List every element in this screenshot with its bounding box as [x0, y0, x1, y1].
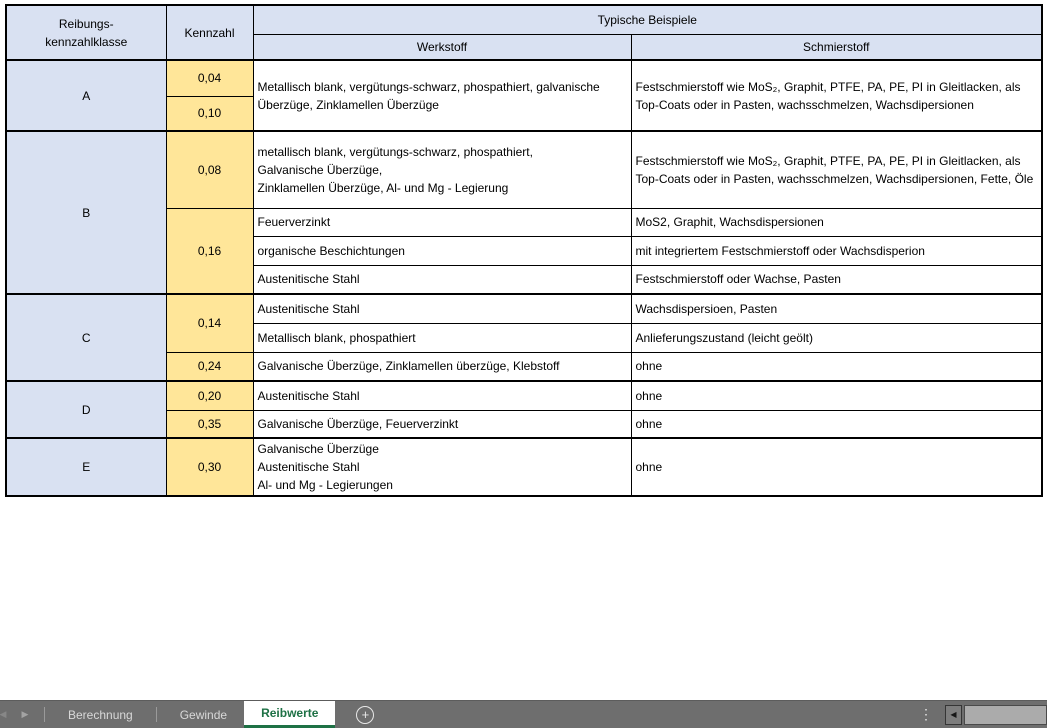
- class-d-schmierstoff-1-cell[interactable]: ohne: [630, 380, 1043, 411]
- class-b-werkstoff-1-cell[interactable]: metallisch blank, vergütungs-schwarz, ph…: [252, 130, 632, 209]
- class-d-werkstoff-2-cell[interactable]: Galvanische Überzüge, Feuerverzinkt: [252, 409, 632, 439]
- add-sheet-button[interactable]: +: [335, 701, 395, 728]
- class-b-cell[interactable]: B: [5, 130, 167, 295]
- header-kennzahl-cell[interactable]: Kennzahl: [165, 4, 254, 61]
- class-c-schmierstoff-3-cell[interactable]: ohne: [630, 351, 1043, 382]
- class-a-werkstoff-cell[interactable]: Metallisch blank, vergütungs-schwarz, ph…: [252, 59, 632, 132]
- class-a-schmierstoff-cell[interactable]: Festschmierstoff wie MoS₂, Graphit, PTFE…: [630, 59, 1043, 132]
- class-d-cell[interactable]: D: [5, 380, 167, 439]
- horizontal-scrollbar[interactable]: ◀: [945, 701, 1047, 728]
- class-c-werkstoff-1-cell[interactable]: Austenitische Stahl: [252, 293, 632, 324]
- scroll-left-button[interactable]: ◀: [945, 704, 962, 725]
- header-examples-cell[interactable]: Typische Beispiele: [252, 4, 1043, 35]
- friction-coefficient-table: Reibungs- kennzahlklasse Kennzahl Typisc…: [5, 4, 1044, 497]
- class-c-schmierstoff-2-cell[interactable]: Anlieferungszustand (leicht geölt): [630, 322, 1043, 353]
- class-d-kennzahl-1-cell[interactable]: 0,20: [165, 380, 254, 411]
- sheet-tab-gewinde[interactable]: Gewinde: [179, 707, 228, 722]
- plus-icon: +: [356, 705, 375, 724]
- class-b-werkstoff-3-cell[interactable]: organische Beschichtungen: [252, 235, 632, 266]
- class-a-kennzahl-2-cell[interactable]: 0,10: [165, 95, 254, 132]
- class-b-werkstoff-4-cell[interactable]: Austenitische Stahl: [252, 264, 632, 295]
- class-b-schmierstoff-3-cell[interactable]: mit integriertem Festschmierstoff oder W…: [630, 235, 1043, 266]
- tab-separator: [44, 707, 45, 722]
- class-e-cell[interactable]: E: [5, 437, 167, 497]
- class-e-werkstoff-1-cell[interactable]: Galvanische Überzüge Austenitische Stahl…: [252, 437, 632, 497]
- class-e-kennzahl-1-cell[interactable]: 0,30: [165, 437, 254, 497]
- class-b-schmierstoff-2-cell[interactable]: MoS2, Graphit, Wachsdispersionen: [630, 207, 1043, 237]
- class-c-kennzahl-1-cell[interactable]: 0,14: [165, 293, 254, 353]
- class-b-werkstoff-2-cell[interactable]: Feuerverzinkt: [252, 207, 632, 237]
- class-d-schmierstoff-2-cell[interactable]: ohne: [630, 409, 1043, 439]
- class-a-kennzahl-1-cell[interactable]: 0,04: [165, 59, 254, 97]
- more-options-icon[interactable]: ⋮: [919, 706, 933, 722]
- class-c-werkstoff-3-cell[interactable]: Galvanische Überzüge, Zinklamellen überz…: [252, 351, 632, 382]
- class-b-schmierstoff-4-cell[interactable]: Festschmierstoff oder Wachse, Pasten: [630, 264, 1043, 295]
- class-a-cell[interactable]: A: [5, 59, 167, 132]
- class-b-kennzahl-2-cell[interactable]: 0,16: [165, 207, 254, 295]
- header-class-cell[interactable]: Reibungs- kennzahlklasse: [5, 4, 167, 61]
- sheet-tab-berechnung[interactable]: Berechnung: [68, 707, 133, 722]
- sheet-tab-bar: ◀ ▶ Berechnung Gewinde Reibwerte + ⋮ ◀: [0, 700, 1047, 728]
- class-b-schmierstoff-1-cell[interactable]: Festschmierstoff wie MoS₂, Graphit, PTFE…: [630, 130, 1043, 209]
- header-werkstoff-cell[interactable]: Werkstoff: [252, 33, 632, 61]
- tab-bar-spacer: [395, 701, 919, 728]
- sheet-nav-right-icon[interactable]: ▶: [21, 709, 29, 719]
- scrollbar-thumb[interactable]: [964, 704, 1047, 725]
- class-e-schmierstoff-1-cell[interactable]: ohne: [630, 437, 1043, 497]
- class-c-cell[interactable]: C: [5, 293, 167, 382]
- class-b-kennzahl-1-cell[interactable]: 0,08: [165, 130, 254, 209]
- class-c-schmierstoff-1-cell[interactable]: Wachsdispersioen, Pasten: [630, 293, 1043, 324]
- header-schmierstoff-cell[interactable]: Schmierstoff: [630, 33, 1043, 61]
- tab-separator: [155, 707, 157, 722]
- sheet-nav-left-icon[interactable]: ◀: [0, 709, 7, 719]
- class-d-kennzahl-2-cell[interactable]: 0,35: [165, 409, 254, 439]
- class-c-werkstoff-2-cell[interactable]: Metallisch blank, phospathiert: [252, 322, 632, 353]
- class-c-kennzahl-2-cell[interactable]: 0,24: [165, 351, 254, 382]
- class-d-werkstoff-1-cell[interactable]: Austenitische Stahl: [252, 380, 632, 411]
- sheet-tab-reibwerte[interactable]: Reibwerte: [244, 701, 336, 728]
